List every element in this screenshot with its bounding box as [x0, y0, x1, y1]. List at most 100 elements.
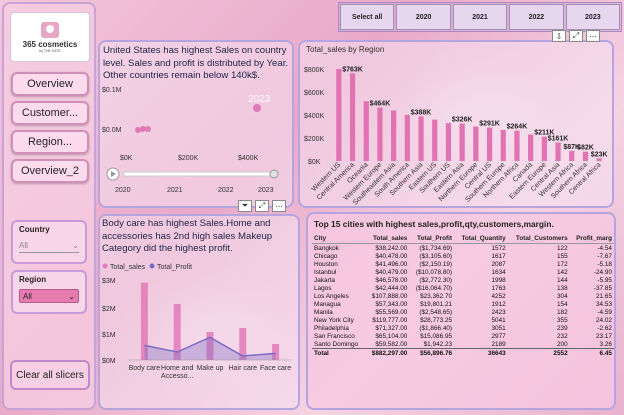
region-bar[interactable]	[541, 136, 547, 161]
more-options-icon[interactable]: ⋯	[586, 30, 600, 42]
region-bar[interactable]	[486, 127, 493, 161]
more-options-icon[interactable]: ⋯	[272, 200, 286, 212]
category-profit-area	[144, 337, 276, 360]
table-cell: 200	[556, 340, 568, 348]
year-2021-button[interactable]: 2021	[452, 4, 508, 30]
region-bar[interactable]	[528, 134, 534, 161]
table-cell: 2189	[491, 340, 506, 348]
country-dropdown[interactable]: All ⌄	[19, 239, 79, 253]
table-row[interactable]: Lagos $42,444.00 ($16,064.70) 1763 138 -37.85	[312, 284, 614, 292]
table-cell: 1617	[491, 252, 506, 260]
region-bar[interactable]	[391, 110, 397, 161]
table-cell: 1998	[491, 276, 506, 284]
table-cell: 182	[556, 308, 568, 316]
category-sales-bar[interactable]	[239, 328, 247, 360]
table-cell: $57,343.00	[375, 300, 408, 308]
clear-slicers-button[interactable]: Clear all slicers	[10, 360, 90, 390]
table-row[interactable]: Manila $55,569.00 ($2,548.65) 2423 182 -4.59	[312, 308, 614, 316]
table-header-cell[interactable]: Total_Profit	[409, 234, 455, 244]
region-slicer-title: Region	[19, 275, 47, 284]
table-row[interactable]: Chicago $40,478.00 ($3,105.60) 1617 155 -7.67	[312, 252, 614, 260]
scatter-point	[135, 127, 141, 133]
year-2022-button[interactable]: 2022	[509, 4, 564, 30]
region-bar-label: $82K	[577, 145, 594, 152]
timeline-track[interactable]	[123, 171, 275, 177]
category-sales-bar[interactable]	[206, 332, 214, 360]
category-y-tick: $0M	[102, 358, 116, 365]
table-header-cell[interactable]: Total_sales	[365, 234, 410, 244]
table-cell: 21.65	[596, 292, 612, 300]
category-x-tick: Home and	[161, 365, 193, 372]
region-bar[interactable]	[363, 101, 369, 161]
region-dropdown[interactable]: All ⌄	[19, 289, 79, 303]
table-cell: $40,479.00	[375, 268, 408, 276]
table-row[interactable]: Houston $41,496.00 ($2,150.19) 2087 172 -5.18	[312, 260, 614, 268]
region-bar[interactable]	[514, 130, 520, 161]
table-row[interactable]: San Francisco $65,104.00 $15,086.95 2977 232…	[312, 332, 614, 340]
nav-customer-button[interactable]: Customer...	[11, 101, 89, 125]
table-cell: New York City	[314, 316, 354, 324]
table-header-cell[interactable]: Total_Customers	[507, 234, 570, 244]
year-2023-button[interactable]: 2023	[565, 4, 621, 30]
timeline-tick: 2021	[167, 187, 183, 194]
table-row[interactable]: New York City $119,777.00 $28,773.25 5041 35…	[312, 316, 614, 324]
table-scroll-area[interactable]: City Total_sales Total_Profit Total_Quantit…	[312, 234, 614, 408]
table-row[interactable]: Los Angeles $107,888.00 $23,362.70 4252 304 2…	[312, 292, 614, 300]
nav-region-button[interactable]: Region...	[11, 130, 89, 154]
table-cell: Jakarta	[314, 276, 335, 284]
focus-mode-icon[interactable]: ⤢	[569, 30, 583, 42]
table-cell: 172	[556, 260, 568, 268]
table-row[interactable]: Santo Domingo $59,582.00 $1,942.23 2189 200 3…	[312, 340, 614, 349]
pin-icon[interactable]: ⇩	[552, 30, 566, 42]
region-bar-label: $161K	[548, 135, 569, 142]
category-sales-bar[interactable]	[272, 344, 280, 360]
focus-mode-icon[interactable]: ⤢	[255, 200, 269, 212]
region-bar[interactable]	[432, 119, 438, 161]
filter-icon[interactable]: ⏷	[238, 200, 252, 212]
region-bar[interactable]	[473, 126, 479, 162]
nav-overview2-button[interactable]: Overview_2	[11, 159, 89, 183]
insight-bottom-text: Body care has highest Sales.Home and acc…	[102, 218, 273, 254]
region-bar[interactable]	[459, 123, 465, 161]
table-header-cell[interactable]: Profit_marg	[569, 234, 614, 244]
table-row[interactable]: Managua $57,343.00 $19,801.21 1912 154 34.53	[312, 300, 614, 308]
year-2020-button[interactable]: 2020	[396, 4, 451, 30]
table-total-cell: $56,896.76	[409, 348, 455, 357]
region-bar[interactable]	[418, 116, 424, 161]
table-total-cell: $882,297.00	[365, 348, 410, 357]
table-header-cell[interactable]: Total_Quantity	[454, 234, 508, 244]
region-bar[interactable]	[582, 151, 589, 161]
region-bar[interactable]	[500, 129, 506, 161]
region-bar[interactable]	[404, 115, 410, 161]
category-x-tick: Face care	[260, 365, 291, 372]
insight-top-text: United States has highest Sales on count…	[103, 45, 289, 81]
region-bar[interactable]	[555, 142, 561, 161]
table-cell: 23.17	[596, 332, 612, 340]
table-cell: ($2,150.19)	[419, 260, 453, 268]
region-bar-label: $763K	[342, 66, 363, 73]
table-total-cell: 2552	[507, 348, 570, 357]
nav-overview-button[interactable]: Overview	[11, 72, 89, 96]
chevron-down-icon: ⌄	[72, 241, 79, 250]
region-bar[interactable]	[336, 69, 342, 161]
table-cell: $1,942.23	[423, 340, 453, 348]
table-row[interactable]: Bangkok $38,242.00 ($1,734.69) 1572 122 -4.54	[312, 244, 614, 253]
table-row[interactable]: Istanbul $40,479.00 ($10,078.80) 1634 142 -24…	[312, 268, 614, 276]
region-bar[interactable]	[349, 73, 356, 161]
table-row[interactable]: Philadelphia $71,327.00 ($1,866.40) 3051 239…	[312, 324, 614, 332]
region-bar[interactable]	[569, 150, 575, 161]
table-header-cell[interactable]: City	[312, 234, 366, 244]
scatter-y-tick: $0.0M	[102, 127, 122, 134]
table-row[interactable]: Jakarta $46,578.00 ($2,772.30) 1998 144 -5.95	[312, 276, 614, 284]
region-bar[interactable]	[377, 107, 383, 161]
timeline-handle[interactable]	[269, 169, 279, 179]
region-bar[interactable]	[596, 158, 602, 161]
category-sales-bar[interactable]	[173, 304, 181, 360]
category-x-tick: Make up	[197, 365, 224, 372]
category-x-tick: Hair care	[229, 365, 258, 372]
region-bar[interactable]	[445, 123, 452, 161]
year-select-all-button[interactable]: Select all	[340, 4, 395, 30]
table-cell: $28,773.25	[420, 316, 453, 324]
category-sales-bar[interactable]	[140, 282, 148, 360]
table-cell: 138	[556, 284, 568, 292]
